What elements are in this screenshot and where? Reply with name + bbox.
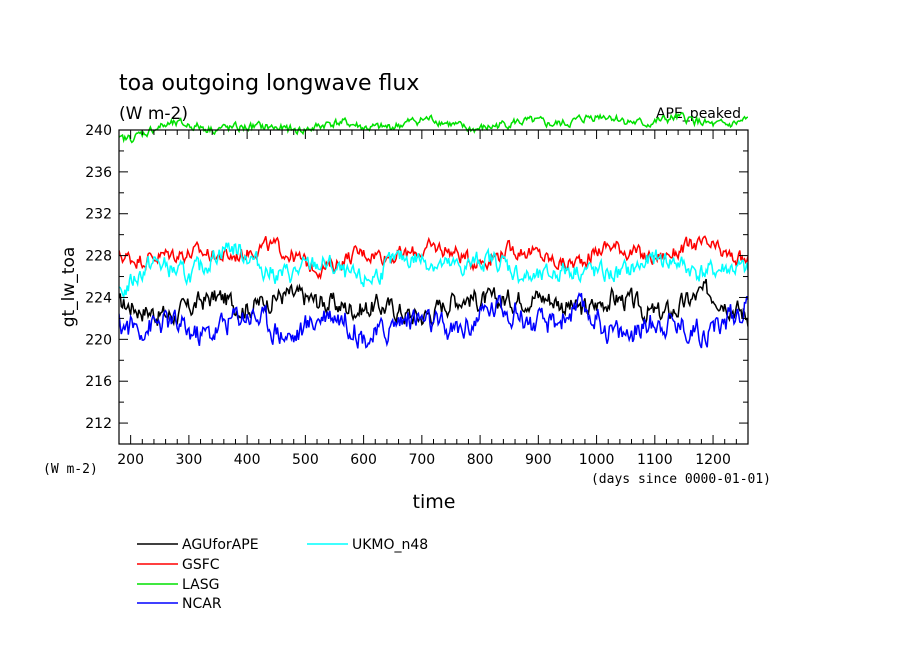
- x-axis: 200 300 400 500 600 700 800 900 1000 1100 1200: [117, 130, 749, 468]
- x-tick-label: 600: [350, 452, 377, 468]
- x-tick-label: 700: [408, 452, 435, 468]
- x-tick-label: 300: [176, 452, 203, 468]
- plot-frame: [118, 129, 749, 445]
- x-axis-label: time: [413, 491, 456, 513]
- y-tick-label: 212: [85, 416, 112, 432]
- series-line-ukmo-n48: [119, 242, 748, 301]
- x-tick-label: 500: [292, 452, 319, 468]
- y-tick-label: 216: [85, 374, 112, 390]
- x-axis-units: (days since 0000-01-01): [591, 472, 771, 487]
- y-axis-label: gt_lw_toa: [59, 247, 79, 328]
- legend-label: UKMO_n48: [352, 537, 428, 553]
- series-line-gsfc: [119, 235, 748, 281]
- series-line-ncar: [119, 291, 748, 349]
- y-tick-label: 236: [85, 165, 112, 181]
- y-tick-label: 232: [85, 207, 112, 223]
- legend-label: GSFC: [182, 557, 220, 573]
- x-tick-label: 1000: [579, 452, 615, 468]
- legend-label: LASG: [182, 577, 219, 593]
- legend-label: AGUforAPE: [182, 537, 259, 553]
- y-tick-label: 228: [85, 249, 112, 265]
- legend: AGUforAPE GSFC LASG NCAR UKMO_n48: [137, 537, 428, 612]
- series-layer: [119, 112, 748, 349]
- x-tick-label: 400: [234, 452, 261, 468]
- x-tick-label: 1100: [637, 452, 673, 468]
- y-axis-units: (W m-2): [43, 462, 98, 477]
- y-tick-label: 240: [85, 123, 112, 139]
- chart-title: toa outgoing longwave flux: [119, 71, 419, 96]
- y-tick-label: 220: [85, 332, 112, 348]
- x-tick-label: 900: [525, 452, 552, 468]
- series-line-lasg: [119, 112, 748, 144]
- x-tick-label: 800: [467, 452, 494, 468]
- y-axis: 212 216 220 224 228 232 236 240: [85, 123, 748, 445]
- x-tick-label: 1200: [695, 452, 731, 468]
- y-tick-label: 224: [85, 290, 112, 306]
- x-tick-label: 200: [117, 452, 144, 468]
- legend-label: NCAR: [182, 596, 222, 612]
- chart-subtitle: (W m-2): [119, 104, 188, 124]
